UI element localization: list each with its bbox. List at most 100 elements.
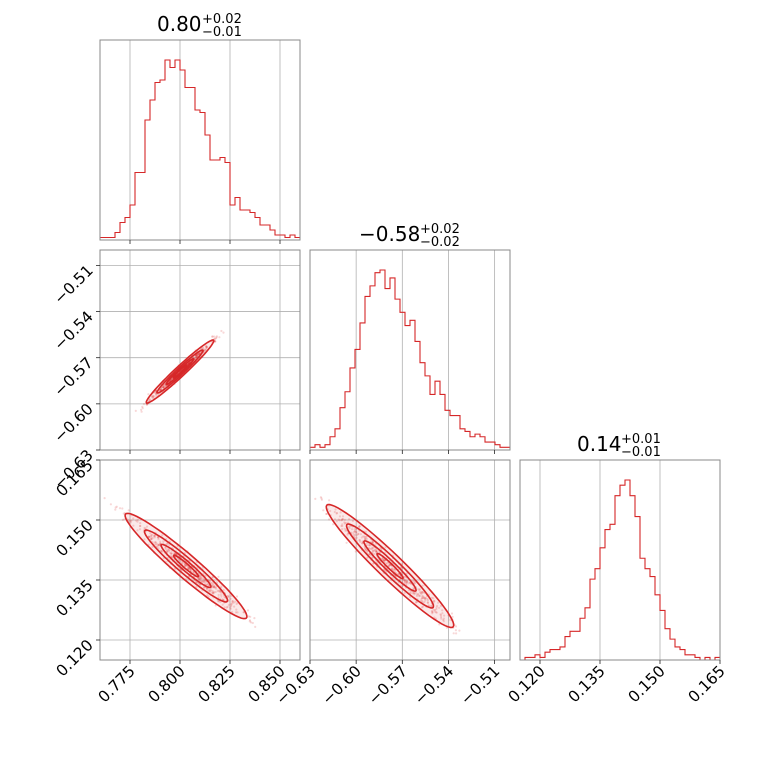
sample-point — [409, 591, 412, 594]
sample-point — [213, 337, 216, 341]
sample-point — [381, 557, 384, 560]
title-value: 0.14 — [577, 432, 622, 456]
sample-point — [213, 335, 216, 338]
sample-point — [352, 531, 355, 534]
sample-point — [368, 553, 371, 556]
density-contour — [124, 512, 248, 620]
sample-point — [206, 594, 209, 597]
sample-point — [357, 533, 360, 536]
sample-point — [206, 583, 209, 586]
sample-point — [129, 519, 132, 522]
sample-point — [162, 386, 165, 389]
sample-point — [121, 507, 124, 510]
sample-point — [211, 589, 214, 592]
sample-point — [197, 577, 200, 580]
sample-point — [363, 536, 366, 539]
sample-point — [235, 608, 238, 611]
sample-point — [162, 385, 165, 388]
sample-point — [341, 523, 344, 526]
sample-point — [163, 384, 166, 387]
sample-point — [392, 569, 395, 572]
sample-point — [375, 550, 378, 553]
sample-point — [439, 613, 442, 616]
sample-point — [314, 497, 317, 500]
svg-text:−0.58: −0.58 — [359, 222, 420, 246]
x-tick-label: −0.51 — [457, 662, 503, 708]
sample-point — [122, 512, 125, 515]
sample-point — [366, 549, 369, 553]
sample-point — [220, 585, 223, 588]
sample-point — [344, 521, 347, 524]
sample-point — [157, 538, 160, 541]
sample-point — [354, 531, 358, 534]
density-contour — [345, 523, 435, 609]
sample-point — [211, 576, 214, 579]
sample-point — [353, 530, 356, 533]
sample-point — [344, 529, 347, 532]
sample-point — [449, 618, 452, 622]
sample-point — [151, 395, 154, 398]
sample-point — [458, 629, 461, 632]
sample-point — [249, 621, 253, 624]
sample-point — [115, 505, 118, 508]
sample-point — [194, 356, 197, 359]
histogram-steps — [520, 479, 720, 661]
sample-point — [205, 345, 208, 348]
sample-point — [242, 611, 245, 614]
sample-point — [154, 541, 157, 544]
sample-point — [358, 525, 361, 528]
sample-point — [435, 608, 438, 611]
sample-point — [426, 597, 429, 601]
sample-point — [368, 547, 371, 550]
sample-point — [215, 335, 218, 338]
sample-point — [423, 597, 426, 600]
sample-point — [203, 586, 206, 589]
sample-point — [143, 538, 146, 541]
sample-point — [383, 559, 386, 562]
sample-point — [375, 549, 378, 553]
sample-point — [150, 537, 153, 541]
sample-point — [418, 589, 421, 592]
sample-point — [229, 606, 232, 609]
sample-point — [198, 579, 201, 582]
sample-point — [424, 597, 427, 600]
sample-point — [145, 525, 149, 528]
sample-point — [215, 587, 218, 590]
sample-point — [455, 632, 458, 635]
sample-point — [212, 584, 215, 587]
sample-point — [205, 345, 208, 348]
sample-point — [367, 544, 371, 547]
sample-point — [187, 362, 190, 365]
sample-point — [419, 599, 422, 602]
sample-point — [170, 552, 173, 555]
sample-point — [202, 580, 205, 584]
sample-point — [135, 519, 138, 522]
sample-point — [167, 549, 170, 552]
x-tick-label: 0.120 — [505, 662, 549, 706]
sample-point — [420, 592, 423, 596]
sample-point — [195, 355, 198, 358]
sample-point — [205, 588, 208, 591]
sample-point — [355, 534, 358, 537]
sample-point — [431, 612, 434, 615]
y-tick-label: −0.51 — [51, 261, 97, 307]
sample-point — [368, 544, 371, 547]
sample-point — [132, 524, 135, 527]
sample-point — [209, 590, 212, 593]
sample-point — [225, 606, 228, 609]
panel-frame — [309, 459, 511, 661]
sample-point — [146, 403, 149, 406]
sample-point — [200, 347, 203, 350]
sample-point — [418, 595, 421, 598]
sample-point — [431, 611, 434, 614]
sample-point — [148, 398, 151, 401]
sample-point — [197, 353, 201, 356]
sample-point — [184, 564, 188, 568]
sample-point — [357, 532, 360, 535]
sample-point — [157, 544, 160, 547]
sample-point — [382, 558, 385, 562]
sample-point — [421, 599, 424, 603]
sample-point — [147, 535, 151, 538]
sample-point — [130, 519, 133, 522]
sample-point — [384, 546, 387, 549]
